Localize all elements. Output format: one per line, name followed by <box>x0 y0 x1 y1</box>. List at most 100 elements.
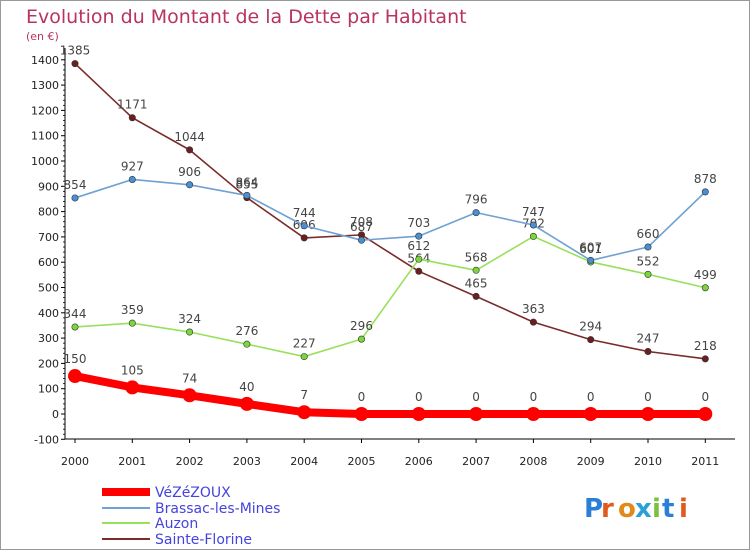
series-line <box>74 62 707 360</box>
data-label: 0 <box>530 390 538 404</box>
data-label: 150 <box>64 352 87 366</box>
data-label: 296 <box>350 319 373 333</box>
data-label: 324 <box>178 312 201 326</box>
x-tick-label: 2003 <box>233 455 261 468</box>
data-label: 363 <box>522 302 545 316</box>
data-label: 247 <box>637 332 660 346</box>
data-label: 40 <box>239 380 254 394</box>
data-point <box>239 396 254 411</box>
data-point <box>701 188 709 196</box>
data-label: 744 <box>293 206 316 220</box>
logo-letter: t <box>662 494 674 524</box>
data-label: 855 <box>235 178 258 192</box>
y-tick-label: 600 <box>38 256 59 269</box>
logo-letter: i <box>652 494 661 524</box>
y-tick-label: 1400 <box>31 54 59 67</box>
series-3: 138511711044855696708564465363294247218 <box>60 44 717 363</box>
series-line <box>71 372 710 418</box>
data-point <box>411 407 426 421</box>
data-point <box>300 222 308 230</box>
legend: VéZéZOUXBrassac-les-MinesAuzonSainte-Flo… <box>102 485 280 548</box>
data-point <box>71 323 79 331</box>
data-label: 660 <box>637 227 660 241</box>
data-label: 796 <box>465 193 488 207</box>
proxiti-logo: Pr o x i t i <box>584 494 688 524</box>
data-label: 0 <box>587 390 595 404</box>
data-point <box>701 355 709 363</box>
data-label: 878 <box>694 172 717 186</box>
data-point <box>186 328 194 336</box>
data-point <box>583 407 598 421</box>
data-point <box>529 221 537 229</box>
x-tick-label: 2005 <box>348 455 376 468</box>
data-point <box>128 319 136 327</box>
chart-subtitle: (en €) <box>26 30 59 43</box>
x-tick-label: 2000 <box>61 455 89 468</box>
data-label: 276 <box>235 324 258 338</box>
data-label: 687 <box>350 220 373 234</box>
logo-letter: r <box>601 494 614 524</box>
data-label: 747 <box>522 205 545 219</box>
data-point <box>243 191 251 199</box>
x-tick-label: 2011 <box>691 455 719 468</box>
data-point <box>357 335 365 343</box>
data-label: 7 <box>300 388 308 402</box>
data-point <box>71 194 79 202</box>
data-label: 568 <box>465 250 488 264</box>
data-point <box>297 405 312 420</box>
y-tick-label: 0 <box>52 408 59 421</box>
logo-letter: P <box>584 494 603 524</box>
data-point <box>472 209 480 217</box>
data-label: 0 <box>358 390 366 404</box>
axes: -100010020030040050060070080090010001100… <box>31 48 735 468</box>
x-tick-label: 2009 <box>577 455 605 468</box>
series-line <box>74 235 707 358</box>
data-point <box>415 267 423 275</box>
data-point <box>644 243 652 251</box>
data-point <box>68 369 82 384</box>
data-label: 906 <box>178 165 201 179</box>
y-tick-label: 400 <box>38 307 59 320</box>
data-label: 607 <box>579 240 602 254</box>
y-tick-label: 1300 <box>31 79 59 92</box>
y-tick-label: 100 <box>38 383 59 396</box>
data-point <box>186 146 194 154</box>
data-label: 344 <box>64 307 87 321</box>
data-label: 227 <box>293 337 316 351</box>
series-0: 150 105 74 40 7 0 0 0 0 0 0 0 <box>64 352 713 421</box>
data-label: 854 <box>64 178 87 192</box>
data-point <box>300 234 308 242</box>
data-point <box>71 60 79 68</box>
data-point <box>125 380 140 395</box>
x-tick-label: 2006 <box>405 455 433 468</box>
data-point <box>526 407 541 421</box>
data-label: 1385 <box>60 44 91 58</box>
data-label: 0 <box>644 390 652 404</box>
data-label: 465 <box>465 276 488 290</box>
y-tick-label: 500 <box>38 282 59 295</box>
x-tick-label: 2007 <box>462 455 490 468</box>
data-point <box>587 336 595 344</box>
y-tick-label: -100 <box>34 433 59 446</box>
data-point <box>698 407 713 421</box>
data-point <box>587 256 595 264</box>
y-tick-label: 700 <box>38 231 59 244</box>
data-point <box>415 232 423 240</box>
x-tick-label: 2004 <box>290 455 318 468</box>
x-tick-label: 2010 <box>634 455 662 468</box>
y-tick-label: 900 <box>38 180 59 193</box>
data-point <box>128 175 136 183</box>
x-tick-label: 2002 <box>176 455 204 468</box>
data-point <box>641 407 655 421</box>
series-line <box>74 178 707 262</box>
y-tick-label: 300 <box>38 332 59 345</box>
data-label: 105 <box>121 363 144 377</box>
data-point <box>529 318 537 326</box>
data-label: 0 <box>472 390 480 404</box>
data-point <box>469 407 484 421</box>
x-tick-label: 2001 <box>118 455 146 468</box>
y-tick-label: 1000 <box>31 155 59 168</box>
legend-label: Auzon <box>155 516 198 532</box>
